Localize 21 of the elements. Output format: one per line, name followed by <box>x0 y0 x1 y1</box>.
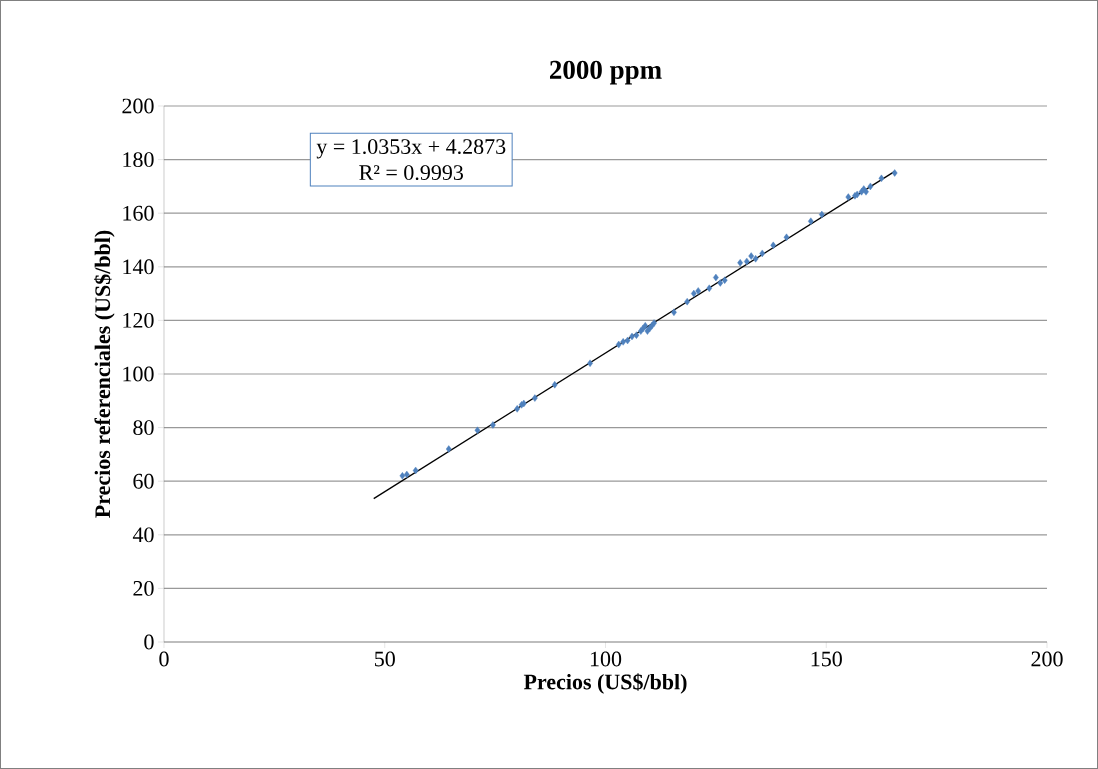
y-axis-title: Precios referenciales (US$/bbl) <box>93 230 115 518</box>
x-tick-label: 0 <box>159 651 169 667</box>
x-tick-label: 150 <box>811 651 842 667</box>
annotation: R² = 0.9993 <box>359 165 463 181</box>
x-tick-label: 50 <box>375 651 395 667</box>
y-tick-label: 0 <box>144 634 154 650</box>
chart-title: 2000 ppm <box>549 60 662 85</box>
y-tick-label: 80 <box>133 420 154 436</box>
y-tick-label: 20 <box>133 580 154 596</box>
y-tick-label: 100 <box>123 366 154 382</box>
x-tick-label: 100 <box>590 651 622 667</box>
annotation: y = 1.0353x + 4.2873 <box>316 139 506 159</box>
y-tick-label: 40 <box>132 527 154 543</box>
y-tick-label: 160 <box>123 205 154 221</box>
y-tick-label: 200 <box>122 98 154 114</box>
y-tick-label: 180 <box>123 152 154 168</box>
x-axis-title: Precios (US$/bbl) <box>523 673 687 694</box>
y-tick-label: 60 <box>133 473 154 489</box>
y-tick-label: 120 <box>123 312 154 328</box>
y-tick-label: 140 <box>123 259 154 275</box>
x-tick-label: 200 <box>1031 651 1063 667</box>
